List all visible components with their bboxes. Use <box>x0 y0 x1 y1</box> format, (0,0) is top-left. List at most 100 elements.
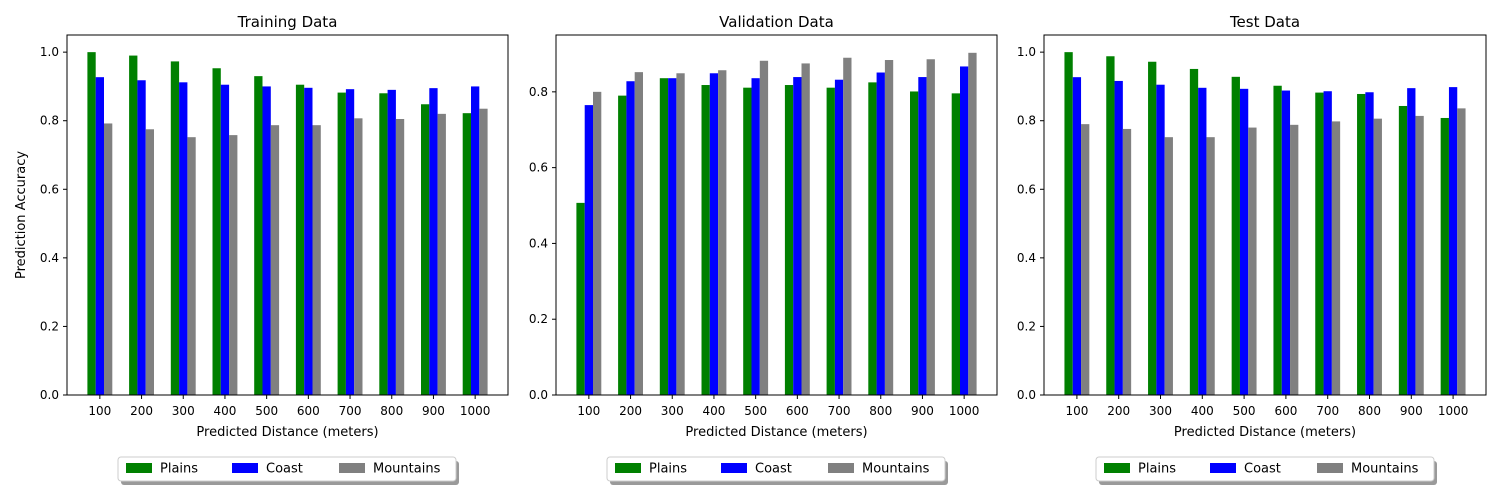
bar-coast-1000 <box>471 86 480 395</box>
x-tick-label: 800 <box>1358 404 1381 418</box>
bar-plains-500 <box>743 87 752 396</box>
axes-frame <box>66 34 509 396</box>
axes-frame <box>1043 34 1487 396</box>
bar-mountains-800 <box>884 60 894 395</box>
x-tick-label: 1000 <box>949 404 980 418</box>
bar-coast-200 <box>626 81 635 396</box>
bar-coast-200 <box>137 80 146 395</box>
y-tick-label: 0.4 <box>1017 251 1036 265</box>
bar-coast-100 <box>584 105 593 396</box>
x-tick-label: 300 <box>1149 404 1172 418</box>
chart-panel-1: 100 200 300 400 500 600 700 800 900 1000 0.0 0.2 0.4… <box>14 13 509 485</box>
legend-label-plains: Plains <box>1138 462 1176 477</box>
legend: Plains Coast Mountains <box>117 456 459 485</box>
x-tick-label: 300 <box>172 404 195 418</box>
bar-plains-200 <box>129 55 138 395</box>
bar-plains-700 <box>1315 92 1324 395</box>
chart-title: Validation Data <box>719 13 834 31</box>
bar-plains-900 <box>910 91 919 395</box>
x-tick-label: 100 <box>88 404 111 418</box>
bar-coast-500 <box>1239 88 1249 395</box>
bar-mountains-300 <box>676 73 685 395</box>
legend-box <box>117 456 457 482</box>
bar-plains-100 <box>87 52 96 396</box>
bar-mountains-600 <box>1290 124 1299 395</box>
legend-label-plains: Plains <box>649 462 687 477</box>
bar-coast-300 <box>179 82 188 396</box>
bar-coast-200 <box>1114 80 1123 395</box>
bar-mountains-200 <box>634 72 643 395</box>
bar-mountains-1000 <box>479 108 488 395</box>
chart-panel-3: 100 200 300 400 500 600 700 800 900 1000 0.0 0.2 0.4… <box>1017 13 1487 485</box>
bar-plains-600 <box>1273 85 1282 395</box>
bar-plains-800 <box>1357 93 1366 395</box>
bar-plains-200 <box>1106 56 1115 395</box>
bar-mountains-300 <box>1164 137 1173 395</box>
bar-coast-600 <box>1281 90 1291 396</box>
bar-mountains-900 <box>926 59 935 396</box>
bar-mountains-500 <box>270 125 280 396</box>
x-tick-label: 500 <box>1233 404 1256 418</box>
legend-label-mountains: Mountains <box>373 462 441 477</box>
x-tick-label: 400 <box>1191 404 1214 418</box>
x-tick-label: 500 <box>744 404 767 418</box>
bar-coast-700 <box>1323 91 1332 395</box>
bar-plains-600 <box>784 85 794 395</box>
bar-mountains-900 <box>1415 115 1424 396</box>
legend: Plains Coast Mountains <box>1095 456 1437 485</box>
y-tick-label: 0.0 <box>40 388 59 402</box>
bar-coast-500 <box>751 78 760 395</box>
bar-mountains-800 <box>1373 118 1382 396</box>
y-tick-label: 0.8 <box>40 114 59 128</box>
x-tick-label: 200 <box>1107 404 1130 418</box>
bar-mountains-300 <box>187 137 196 395</box>
bar-plains-600 <box>295 84 305 395</box>
bar-mountains-600 <box>801 63 810 395</box>
bar-coast-1000 <box>960 66 969 395</box>
bar-mountains-400 <box>718 70 727 396</box>
bar-coast-600 <box>304 87 313 396</box>
legend-swatch-coast <box>721 463 747 473</box>
legend-swatch-coast <box>232 463 258 473</box>
bar-plains-1000 <box>1440 117 1449 395</box>
bar-plains-800 <box>379 93 388 396</box>
y-tick-label: 1.0 <box>40 45 59 59</box>
bar-plains-300 <box>1148 61 1157 395</box>
x-tick-label: 1000 <box>460 404 491 418</box>
y-tick-label: 0.6 <box>529 161 548 175</box>
x-tick-label: 1000 <box>1438 404 1469 418</box>
x-tick-label: 900 <box>422 404 445 418</box>
legend-label-coast: Coast <box>1244 462 1281 477</box>
bar-plains-900 <box>1398 105 1408 395</box>
bar-mountains-900 <box>437 113 446 395</box>
bar-mountains-600 <box>312 125 321 396</box>
bar-plains-400 <box>212 68 221 395</box>
legend-swatch-plains <box>1104 463 1130 473</box>
bar-coast-800 <box>387 89 396 395</box>
bar-plains-200 <box>618 95 627 395</box>
x-tick-label: 600 <box>297 404 320 418</box>
bar-plains-500 <box>1231 76 1240 395</box>
bar-plains-300 <box>659 78 669 395</box>
legend-box <box>606 456 946 482</box>
bar-mountains-700 <box>1331 121 1341 396</box>
bar-mountains-500 <box>759 60 769 395</box>
y-tick-label: 0.0 <box>1017 388 1036 402</box>
x-tick-label: 200 <box>130 404 153 418</box>
bar-plains-400 <box>701 85 710 395</box>
legend-swatch-mountains <box>339 463 365 473</box>
bar-plains-1000 <box>462 113 471 396</box>
x-tick-label: 700 <box>828 404 851 418</box>
bar-plains-500 <box>254 76 263 396</box>
legend-label-mountains: Mountains <box>1351 462 1419 477</box>
y-tick-label: 0.8 <box>529 85 548 99</box>
bar-coast-100 <box>1072 77 1082 396</box>
bar-mountains-100 <box>1081 124 1090 396</box>
x-tick-label: 100 <box>577 404 600 418</box>
y-tick-label: 0.2 <box>1017 319 1036 333</box>
bar-coast-900 <box>918 77 927 395</box>
bar-coast-100 <box>95 77 104 396</box>
x-tick-label: 900 <box>911 404 934 418</box>
bar-plains-300 <box>170 61 180 396</box>
